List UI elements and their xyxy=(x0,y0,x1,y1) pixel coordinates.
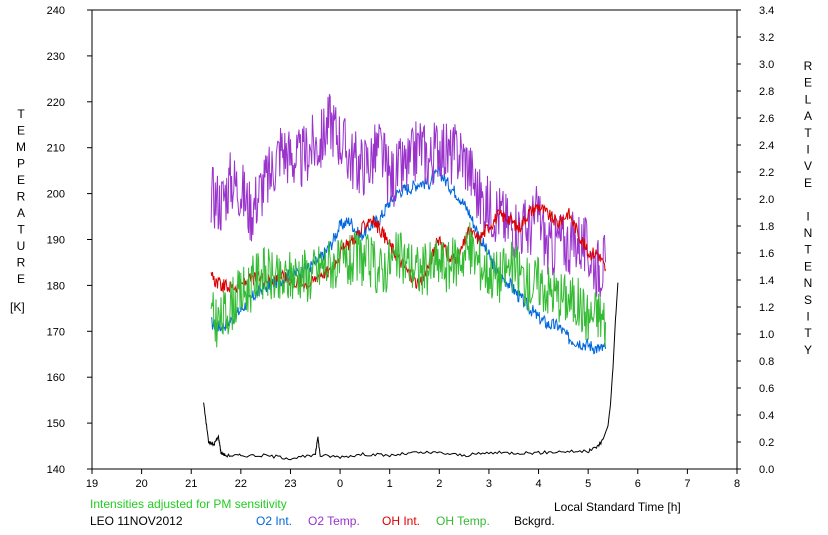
x-tick-label: 2 xyxy=(436,478,442,490)
legend-entry: O2 Temp. xyxy=(308,514,360,528)
x-tick-label: 3 xyxy=(486,478,492,490)
plot-frame xyxy=(91,9,738,470)
y-axis-right: 0.0 0.2 0.4 0.6 0.8 1.0 1.2 1.4 1.6 1.8 2.0 2.2 2.4 2… xyxy=(737,5,774,476)
y-right-tick-label: 0.4 xyxy=(759,410,774,422)
x-tick-label: 5 xyxy=(585,478,591,490)
series-group xyxy=(203,94,619,461)
sensitivity-note: Intensities adjusted for PM sensitivity xyxy=(90,497,287,511)
x-tick-label: 4 xyxy=(535,478,541,490)
x-tick-label: 23 xyxy=(284,478,296,490)
legend-entry: OH Temp. xyxy=(436,514,490,528)
y-right-tick-label: 3.0 xyxy=(759,59,774,71)
x-tick-label: 22 xyxy=(235,478,247,490)
y-right-tick-label: 1.6 xyxy=(759,248,774,260)
y-right-tick-label: 1.8 xyxy=(759,221,774,233)
site-date: LEO 11NOV2012 xyxy=(90,514,183,528)
y-left-tick-label: 230 xyxy=(47,51,65,63)
y-right-tick-label: 2.8 xyxy=(759,86,774,98)
y-left-tick-label: 170 xyxy=(47,326,65,338)
x-tick-label: 7 xyxy=(684,478,690,490)
y-right-tick-label: 1.0 xyxy=(759,329,774,341)
x-tick-label: 20 xyxy=(135,478,147,490)
x-tick-label: 8 xyxy=(734,478,740,490)
y-right-tick-label: 2.0 xyxy=(759,194,774,206)
x-tick-label: 6 xyxy=(635,478,641,490)
x-axis: 19 20 21 22 23 0 1 2 3 4 5 6 7 8 xyxy=(86,469,740,490)
y-left-tick-label: 150 xyxy=(47,418,65,430)
x-axis-label: Local Standard Time [h] xyxy=(554,500,681,514)
series-line-o2-temp xyxy=(210,94,606,298)
legend-entry: O2 Int. xyxy=(256,514,292,528)
y-right-tick-label: 0.6 xyxy=(759,383,774,395)
y-right-tick-label: 3.2 xyxy=(759,32,774,44)
y-right-tick-label: 0.2 xyxy=(759,437,774,449)
y-right-tick-label: 0.8 xyxy=(759,356,774,368)
x-tick-label: 1 xyxy=(387,478,393,490)
y-right-tick-label: 3.4 xyxy=(759,5,774,17)
y-left-tick-label: 140 xyxy=(47,464,65,476)
y-axis-left: 140 150 160 170 180 190 200 210 220 230 240 xyxy=(47,5,92,476)
y-right-tick-label: 2.6 xyxy=(759,113,774,125)
y-left-tick-label: 200 xyxy=(47,189,65,201)
x-tick-label: 21 xyxy=(185,478,197,490)
legend: O2 Int. O2 Temp. OH Int. OH Temp. Bckgrd. xyxy=(256,514,555,528)
y-right-tick-label: 2.4 xyxy=(759,140,774,152)
legend-entry: Bckgrd. xyxy=(514,514,555,528)
y-right-tick-label: 1.4 xyxy=(759,275,774,287)
y-left-tick-label: 160 xyxy=(47,372,65,384)
y-axis-left-unit: [K] xyxy=(10,300,25,314)
y-left-tick-label: 210 xyxy=(47,143,65,155)
y-right-tick-label: 1.2 xyxy=(759,302,774,314)
y-right-tick-label: 0.0 xyxy=(759,464,774,476)
y-left-tick-label: 220 xyxy=(47,97,65,109)
x-tick-label: 19 xyxy=(86,478,98,490)
series-line-oh-temp xyxy=(210,222,606,348)
y-left-tick-label: 240 xyxy=(47,5,65,17)
series-line-bckgrd xyxy=(203,282,619,461)
y-right-tick-label: 2.2 xyxy=(759,167,774,179)
legend-entry: OH Int. xyxy=(382,514,420,528)
x-tick-label: 0 xyxy=(337,478,343,490)
y-left-tick-label: 180 xyxy=(47,280,65,292)
y-left-tick-label: 190 xyxy=(47,235,65,247)
series-line-o2-int xyxy=(211,165,606,355)
